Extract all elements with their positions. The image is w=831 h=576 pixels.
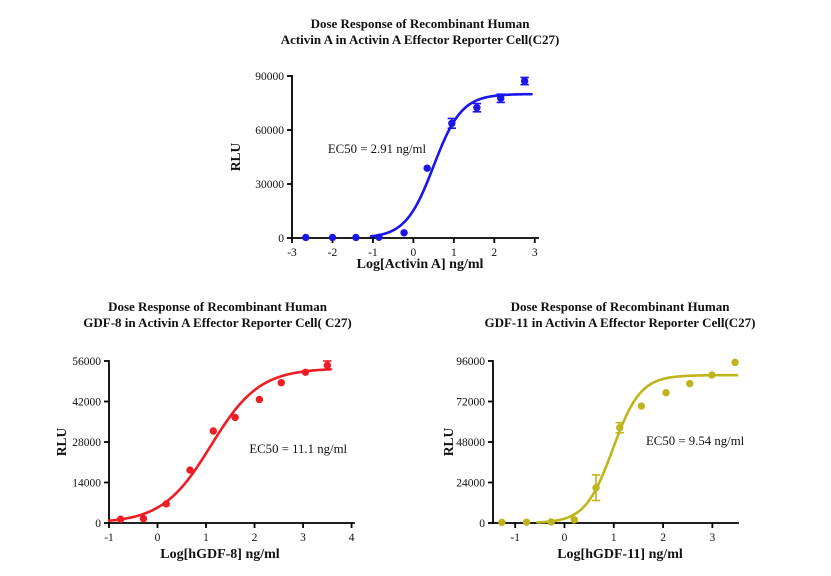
gdf-11-x-axis-label: Log[hGDF-11] ng/ml	[557, 547, 683, 562]
svg-text:-2: -2	[328, 247, 338, 259]
svg-text:90000: 90000	[255, 71, 284, 83]
svg-text:1: 1	[451, 247, 457, 259]
svg-text:2: 2	[252, 532, 258, 544]
svg-text:72000: 72000	[456, 397, 485, 409]
gdf-8-x-axis-label: Log[hGDF-8] ng/ml	[160, 547, 280, 562]
gdf-8-title-line2: GDF-8 in Activin A Effector Reporter Cel…	[83, 315, 352, 330]
svg-text:0: 0	[562, 532, 568, 544]
svg-text:0: 0	[411, 247, 417, 259]
svg-text:14000: 14000	[72, 478, 101, 490]
svg-text:-1: -1	[510, 532, 520, 544]
svg-text:2: 2	[491, 247, 497, 259]
svg-text:EC50 = 9.54 ng/ml: EC50 = 9.54 ng/ml	[646, 434, 745, 448]
svg-text:0: 0	[155, 532, 161, 544]
svg-text:3: 3	[532, 247, 538, 259]
svg-text:96000: 96000	[456, 356, 485, 368]
svg-text:24000: 24000	[456, 478, 485, 490]
activin-a-dose-response-chart: 0 30000 60000 90000 -3 -2 -1 0 1 2 3 EC50 = 2.91 ng…	[255, 71, 539, 259]
svg-text:28000: 28000	[72, 437, 101, 449]
svg-text:3: 3	[300, 532, 306, 544]
svg-text:1: 1	[611, 532, 617, 544]
svg-text:-1: -1	[368, 247, 378, 259]
activin-a-x-axis-label: Log[Activin A] ng/ml	[356, 257, 484, 272]
activin-a-chart-title: Dose Response of Recombinant Human Activ…	[175, 16, 665, 48]
svg-text:-1: -1	[104, 532, 114, 544]
svg-text:60000: 60000	[255, 125, 284, 137]
svg-text:EC50 = 11.1 ng/ml: EC50 = 11.1 ng/ml	[249, 442, 347, 456]
gdf-8-title-line1: Dose Response of Recombinant Human	[108, 299, 327, 314]
svg-text:0: 0	[479, 518, 485, 530]
svg-text:56000: 56000	[72, 356, 101, 368]
svg-text:1: 1	[203, 532, 209, 544]
gdf-8-chart-title: Dose Response of Recombinant Human GDF-8…	[28, 299, 407, 331]
svg-text:0: 0	[278, 233, 284, 245]
activin-a-title-line2: Activin A in Activin A Effector Reporter…	[280, 32, 560, 47]
gdf-11-dose-response-chart: 0 24000 48000 72000 96000 -1 0 1 2 3 EC50 = 9.54 n…	[456, 356, 745, 544]
svg-text:42000: 42000	[72, 397, 101, 409]
svg-text:0: 0	[95, 518, 101, 530]
svg-text:48000: 48000	[456, 437, 485, 449]
activin-a-title-line1: Dose Response of Recombinant Human	[310, 16, 530, 31]
gdf-11-title-line1: Dose Response of Recombinant Human	[510, 299, 730, 314]
svg-text:EC50 = 2.91 ng/ml: EC50 = 2.91 ng/ml	[328, 142, 427, 156]
svg-text:-3: -3	[287, 247, 297, 259]
svg-text:3: 3	[709, 532, 715, 544]
svg-text:2: 2	[660, 532, 666, 544]
gdf-11-title-line2: GDF-11 in Activin A Effector Reporter Ce…	[484, 315, 756, 330]
svg-text:30000: 30000	[255, 179, 284, 191]
svg-text:4: 4	[349, 532, 355, 544]
gdf-11-chart-title: Dose Response of Recombinant Human GDF-1…	[428, 299, 812, 331]
